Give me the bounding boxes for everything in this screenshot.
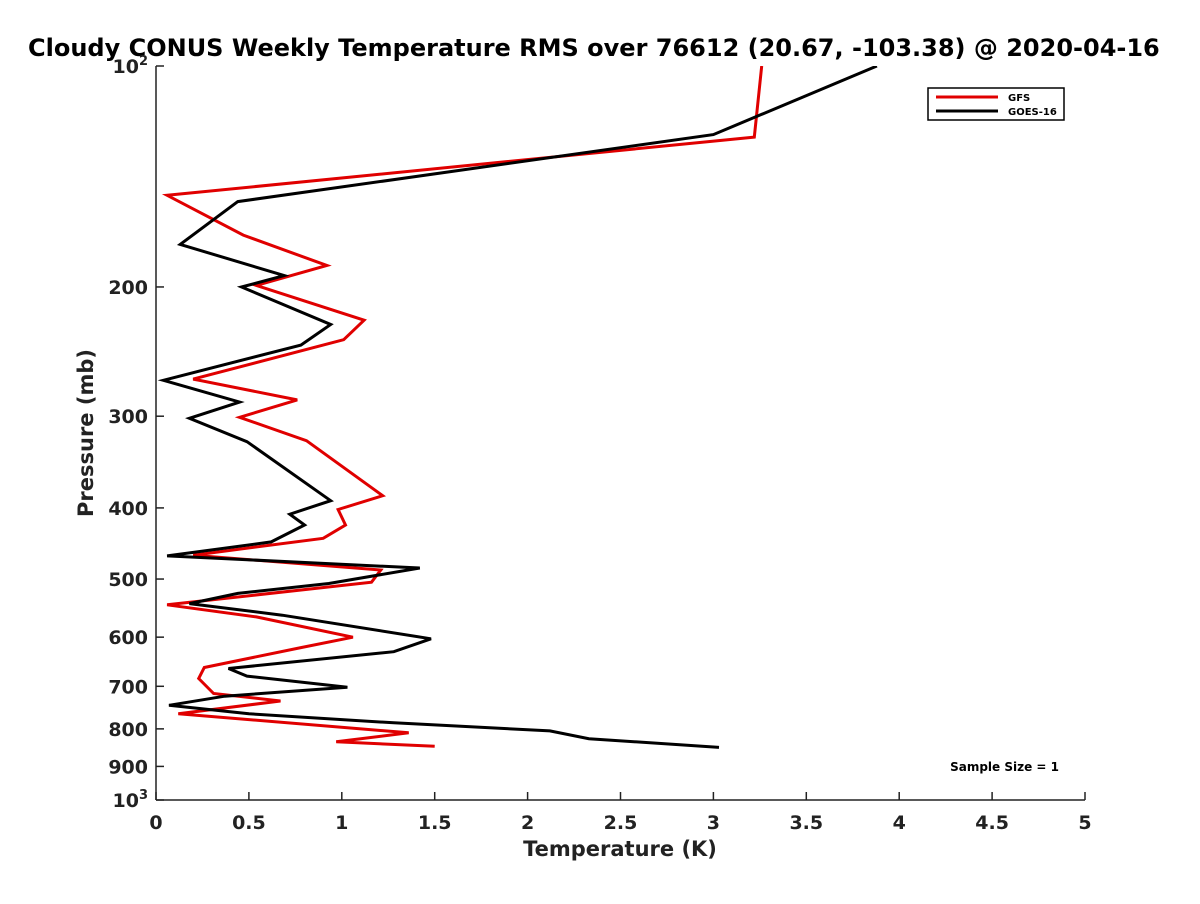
x-tick-label: 1.5 <box>418 812 452 834</box>
x-tick-label: 1 <box>335 812 348 834</box>
y-tick-label: 300 <box>108 406 148 428</box>
x-tick-label: 5 <box>1078 812 1091 834</box>
legend-box <box>927 87 1065 121</box>
series-line-gfs <box>161 66 764 748</box>
legend: GFS GOES-16 <box>927 87 1065 121</box>
y-tick-exponent: 3 <box>139 788 148 803</box>
legend-label-goes-16: GOES-16 <box>1008 107 1057 118</box>
y-tick-label: 800 <box>108 719 148 741</box>
y-tick-label: 200 <box>108 277 148 299</box>
y-tick-label: 102 <box>113 54 149 78</box>
chart-title: Cloudy CONUS Weekly Temperature RMS over… <box>28 34 1160 62</box>
x-tick-label: 4.5 <box>975 812 1009 834</box>
x-tick-label: 3 <box>707 812 720 834</box>
y-tick-base: 10 <box>113 790 139 812</box>
legend-label-gfs: GFS <box>1008 93 1030 104</box>
y-axis-label: Pressure (mb) <box>74 349 98 517</box>
y-tick-label: 600 <box>108 627 148 649</box>
x-tick-label: 2 <box>521 812 534 834</box>
x-tick-label: 2.5 <box>604 812 638 834</box>
y-tick-label: 400 <box>108 498 148 520</box>
series-layer <box>157 66 878 749</box>
y-tick-exponent: 2 <box>139 54 148 69</box>
x-tick-label: 0 <box>149 812 162 834</box>
x-tick-label: 0.5 <box>232 812 266 834</box>
x-tick-label: 4 <box>893 812 906 834</box>
series-line-goes-16 <box>157 66 878 749</box>
y-tick-label: 500 <box>108 569 148 591</box>
axes: 0 0.5 1 1.5 2 2.5 3 3.5 4 4.5 51022003004005006007… <box>108 54 1091 834</box>
x-tick-label: 3.5 <box>789 812 823 834</box>
y-tick-label: 700 <box>108 676 148 698</box>
sample-size-annotation: Sample Size = 1 <box>950 760 1059 774</box>
y-tick-label: 900 <box>108 756 148 778</box>
x-axis-label: Temperature (K) <box>523 837 717 861</box>
y-tick-label: 103 <box>113 788 149 812</box>
y-tick-base: 10 <box>113 56 139 78</box>
